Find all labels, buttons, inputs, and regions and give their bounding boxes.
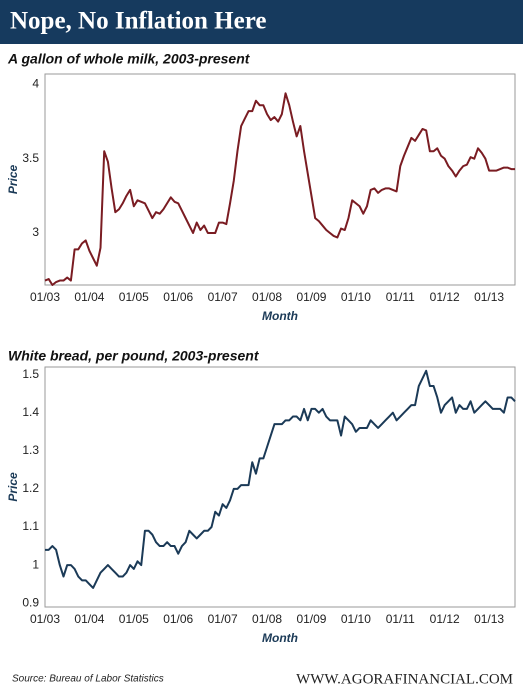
y-tick-label: 1.4 xyxy=(22,405,39,419)
x-tick-label: 01/04 xyxy=(74,612,104,626)
header-title: Nope, No Inflation Here xyxy=(10,8,266,35)
price-line xyxy=(45,369,516,589)
x-tick-label: 01/05 xyxy=(119,612,149,626)
x-tick-label: 01/09 xyxy=(296,612,326,626)
x-tick-label: 01/13 xyxy=(474,290,504,304)
y-tick-label: 1 xyxy=(32,557,39,571)
y-axis-label: Price xyxy=(6,472,20,502)
plot-area xyxy=(44,73,516,286)
x-tick-label: 01/12 xyxy=(430,612,460,626)
x-tick-label: 01/03 xyxy=(30,612,60,626)
x-tick-label: 01/03 xyxy=(30,290,60,304)
price-line xyxy=(44,92,515,286)
y-tick-label: 1.3 xyxy=(22,443,39,457)
y-tick-label: 1.2 xyxy=(22,481,39,495)
x-tick-label: 01/09 xyxy=(296,290,326,304)
source-note: Source: Bureau of Labor Statistics xyxy=(12,674,164,685)
y-tick-label: 1.5 xyxy=(22,367,39,381)
y-axis-label: Price xyxy=(6,164,20,194)
website: WWW.AGORAFINANCIAL.COM xyxy=(296,671,513,687)
plot-area xyxy=(44,366,516,608)
x-axis-label: Month xyxy=(262,631,298,645)
x-tick-label: 01/10 xyxy=(341,612,371,626)
x-tick-label: 01/07 xyxy=(208,290,238,304)
x-tick-label: 01/08 xyxy=(252,290,282,304)
y-tick-label: 3.5 xyxy=(22,151,39,165)
x-tick-label: 01/08 xyxy=(252,612,282,626)
x-tick-label: 01/07 xyxy=(208,612,238,626)
chart-title: White bread, per pound, 2003-present xyxy=(8,348,260,364)
x-axis-label: Month xyxy=(262,309,298,323)
x-tick-label: 01/13 xyxy=(474,612,504,626)
header-band xyxy=(0,0,523,44)
x-tick-label: 01/12 xyxy=(430,290,460,304)
y-tick-label: 0.9 xyxy=(22,595,39,609)
x-tick-label: 01/06 xyxy=(163,612,193,626)
x-tick-label: 01/11 xyxy=(386,290,415,304)
y-tick-label: 4 xyxy=(32,77,39,91)
x-tick-label: 01/10 xyxy=(341,290,371,304)
y-tick-label: 3 xyxy=(32,225,39,239)
chart-title: A gallon of whole milk, 2003-present xyxy=(7,51,251,67)
y-tick-label: 1.1 xyxy=(22,519,39,533)
x-tick-label: 01/06 xyxy=(163,290,193,304)
x-tick-label: 01/11 xyxy=(386,612,415,626)
x-tick-label: 01/05 xyxy=(119,290,149,304)
x-tick-label: 01/04 xyxy=(74,290,104,304)
